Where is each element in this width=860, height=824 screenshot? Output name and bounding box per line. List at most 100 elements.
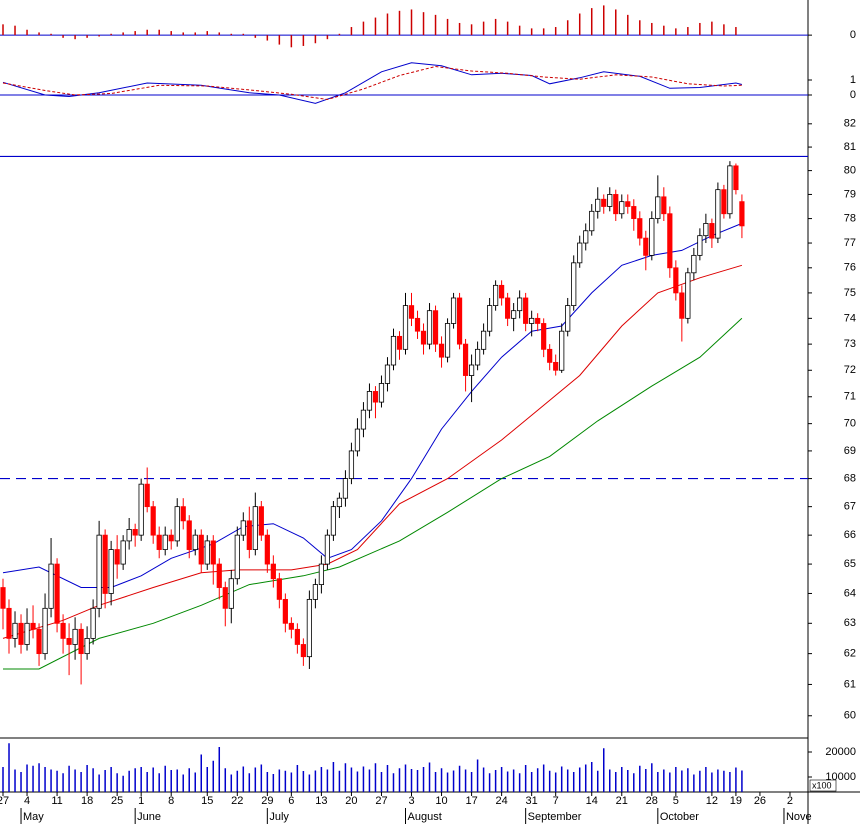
bar (158, 29, 160, 36)
candle-body (408, 305, 415, 319)
bar (464, 769, 467, 792)
candle-body (324, 534, 331, 565)
candle-body (685, 272, 691, 319)
candle-body (679, 292, 685, 319)
bar (699, 22, 701, 36)
candle-body (66, 638, 72, 645)
candle-body (523, 297, 529, 324)
bar (578, 767, 581, 792)
bar (602, 748, 605, 792)
bar (134, 768, 136, 792)
bar (74, 35, 76, 40)
bar (380, 772, 383, 792)
bar (146, 29, 148, 36)
candle-body (432, 310, 439, 345)
candle-body (517, 297, 523, 312)
bar (458, 22, 461, 36)
candle-body (60, 622, 66, 639)
candle-body (487, 305, 493, 332)
bar (362, 766, 365, 792)
x-tick-label: 3 (408, 795, 414, 807)
bar (344, 763, 347, 792)
x-tick-label: 21 (616, 795, 628, 807)
bar (2, 24, 4, 36)
candle-body (631, 206, 637, 219)
bar (248, 773, 251, 792)
bar (164, 765, 166, 792)
bar (542, 28, 545, 36)
candle-body (697, 235, 703, 256)
candle-body (450, 297, 457, 324)
candle-body (499, 284, 505, 299)
y-tick-label: 69 (844, 445, 856, 457)
bar (242, 33, 245, 36)
candle-body (571, 262, 577, 306)
bar (560, 766, 563, 792)
bar (338, 33, 341, 36)
x-tick-label: 2 (787, 795, 793, 807)
bar (290, 35, 293, 48)
bar (284, 770, 287, 792)
candle-body (673, 267, 679, 294)
bar (110, 33, 112, 36)
candle-body (252, 506, 258, 550)
candle-body (72, 628, 78, 645)
candle-body (529, 317, 535, 324)
bar (26, 764, 28, 792)
bar (410, 9, 413, 36)
candle-body (42, 607, 48, 655)
candle-body (601, 198, 607, 207)
y-tick-label: 62 (844, 648, 856, 660)
candle-body (222, 587, 228, 609)
bar (308, 774, 311, 792)
candle-body (54, 563, 60, 624)
candle-body (715, 189, 721, 239)
bar (368, 769, 371, 792)
candle-body (354, 428, 361, 452)
bar (176, 769, 178, 792)
bar (422, 12, 425, 36)
bar (699, 770, 701, 792)
candle-body (727, 165, 733, 215)
candle-body (691, 254, 697, 274)
x-tick-label: 25 (111, 795, 123, 807)
y-tick-label: 64 (844, 587, 856, 599)
month-label: October (660, 811, 699, 823)
bar (639, 765, 641, 792)
bar (374, 763, 377, 792)
x-tick-label: 12 (706, 795, 718, 807)
bar (470, 24, 473, 36)
x-tick-label: 7 (553, 795, 559, 807)
bar (596, 770, 599, 792)
candle-body (360, 409, 367, 430)
y-tick-label: 74 (844, 312, 856, 324)
bar (602, 5, 605, 36)
bar (651, 763, 653, 792)
candle-body (589, 210, 595, 232)
bar (50, 769, 52, 792)
x-tick-label: 17 (465, 795, 477, 807)
bar (158, 773, 160, 792)
candle-body (511, 310, 517, 319)
bar (434, 14, 437, 36)
y-tick-label: 71 (844, 391, 856, 403)
candle-body (216, 563, 222, 588)
bar (500, 767, 503, 792)
x-tick-label: 1 (138, 795, 144, 807)
candle-body (18, 622, 24, 645)
y-axis-unit: x100 (812, 780, 832, 790)
bar (14, 769, 16, 792)
candle-body (312, 584, 318, 600)
bar (20, 772, 22, 792)
bar (302, 35, 305, 46)
y-tick-label: 77 (844, 237, 856, 249)
candle-body (547, 348, 553, 363)
bar (266, 35, 269, 41)
candle-body (721, 189, 727, 215)
bar (681, 770, 683, 792)
candle-body (420, 330, 427, 345)
bar (206, 767, 209, 792)
bar (230, 774, 233, 792)
bar (140, 767, 142, 792)
